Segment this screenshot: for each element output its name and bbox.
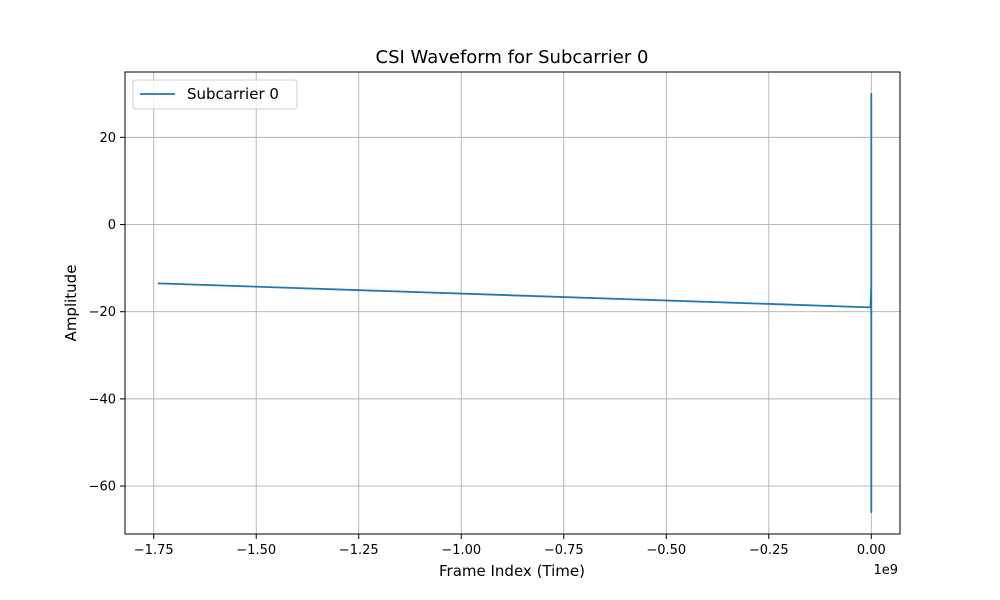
x-tick-label: 0.00 xyxy=(857,543,886,558)
y-tick-label: −40 xyxy=(89,392,116,407)
legend-box xyxy=(132,79,298,110)
x-tick-label: −0.25 xyxy=(749,543,789,558)
x-tick-label: −1.25 xyxy=(339,543,379,558)
x-axis-offset-label: 1e9 xyxy=(873,563,898,578)
plot-frame xyxy=(124,71,901,535)
x-axis: −1.75 −1.50 −1.25 −1.00 −0.75 −0.50 −0.25 0.00 xyxy=(134,534,886,558)
legend: Subcarrier 0 xyxy=(132,79,298,110)
y-tick-label: −60 xyxy=(89,480,116,495)
x-tick-label: −1.50 xyxy=(236,543,276,558)
grid xyxy=(125,72,900,534)
y-tick-label: −20 xyxy=(89,305,116,320)
y-axis-label: Amplitude xyxy=(62,265,80,342)
y-tick-label: 20 xyxy=(99,131,116,146)
y-tick-label: 0 xyxy=(108,218,116,233)
x-tick-label: −1.00 xyxy=(441,543,481,558)
x-tick-label: −1.75 xyxy=(134,543,174,558)
y-axis: −60 −40 −20 0 20 xyxy=(89,131,125,495)
series-layer xyxy=(157,92,873,514)
chart-title: CSI Waveform for Subcarrier 0 xyxy=(376,47,649,68)
series-line xyxy=(157,92,873,514)
legend-label: Subcarrier 0 xyxy=(187,85,279,103)
x-tick-label: −0.75 xyxy=(544,543,584,558)
x-tick-label: −0.50 xyxy=(646,543,686,558)
x-axis-label: Frame Index (Time) xyxy=(439,562,585,580)
